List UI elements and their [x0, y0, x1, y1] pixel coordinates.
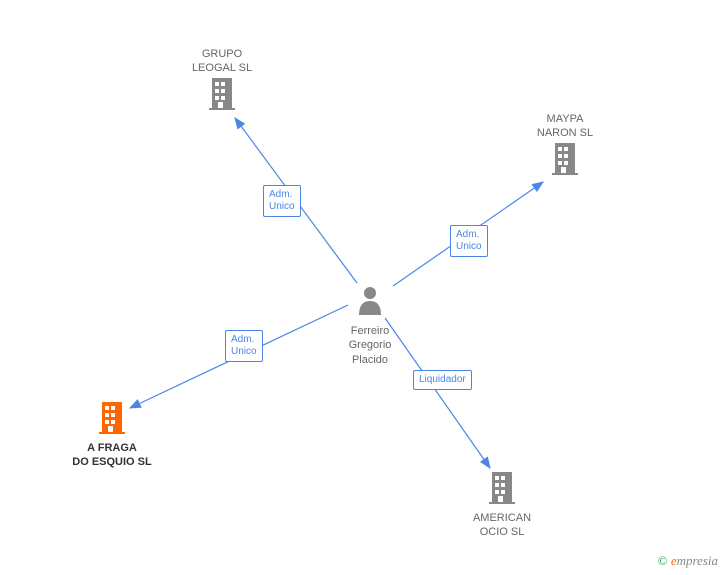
edge-label-line: Liquidador [419, 374, 466, 385]
edge-label: Adm. Unico [225, 330, 263, 362]
company-label-line: MAYPA [547, 113, 584, 125]
edge-label-line: Adm. [269, 189, 292, 200]
watermark: © empresia [658, 553, 718, 569]
edge-label-line: Unico [269, 201, 295, 212]
company-label-line: NARON SL [537, 127, 593, 139]
building-icon [97, 400, 127, 434]
company-label: AMERICAN OCIO SL [452, 511, 552, 540]
edge-label-line: Unico [231, 346, 257, 357]
company-node: AMERICAN OCIO SL [452, 470, 552, 540]
person-label: Ferreiro Gregorio Placido [340, 324, 400, 367]
edge-label-line: Adm. [456, 229, 479, 240]
person-label-line: Ferreiro [351, 325, 390, 337]
company-label-line: GRUPO [202, 48, 242, 60]
company-label: GRUPO LEOGAL SL [172, 47, 272, 76]
company-label-line: LEOGAL SL [192, 62, 252, 74]
edge-label: Adm. Unico [450, 225, 488, 257]
watermark-brand-rest: mpresia [677, 553, 718, 568]
edge-label: Liquidador [413, 370, 472, 390]
building-icon [550, 141, 580, 175]
company-label-line: DO ESQUIO SL [72, 456, 151, 468]
edge-label-line: Adm. [231, 334, 254, 345]
person-node-center: Ferreiro Gregorio Placido [340, 285, 400, 367]
edge-label-line: Unico [456, 241, 482, 252]
person-label-line: Gregorio [349, 339, 392, 351]
building-icon [207, 76, 237, 110]
company-label-line: AMERICAN [473, 512, 531, 524]
edge-line [385, 318, 490, 468]
company-label: MAYPA NARON SL [515, 112, 615, 141]
copyright-icon: © [658, 553, 668, 568]
person-label-line: Placido [352, 354, 388, 366]
building-icon [487, 470, 517, 504]
company-node: GRUPO LEOGAL SL [172, 45, 272, 115]
person-icon [357, 285, 383, 315]
edge-label: Adm. Unico [263, 185, 301, 217]
company-label: A FRAGA DO ESQUIO SL [62, 441, 162, 470]
company-node: A FRAGA DO ESQUIO SL [62, 400, 162, 470]
company-label-line: A FRAGA [87, 442, 137, 454]
company-node: MAYPA NARON SL [515, 110, 615, 180]
company-label-line: OCIO SL [480, 526, 525, 538]
